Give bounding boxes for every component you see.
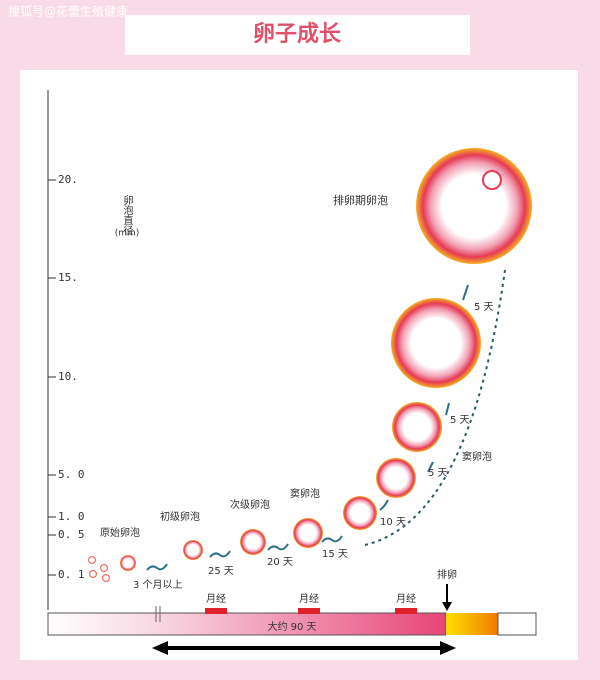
menstruation-label: 月经 xyxy=(299,592,319,605)
y-tick-label: 0. 1 xyxy=(58,568,85,581)
menstruation-mark xyxy=(395,608,417,614)
watermark: 搜狐号@花蕾生殖健康 xyxy=(8,4,128,19)
interval-label: 20 天 xyxy=(267,557,293,568)
menstruation-mark xyxy=(205,608,227,614)
interval-label: 3 个月以上 xyxy=(133,579,183,591)
interval-label: 5 天 xyxy=(474,302,494,313)
y-tick-label: 15. xyxy=(58,271,78,284)
y-tick-label: 20. xyxy=(58,173,78,186)
menstruation-label: 月经 xyxy=(206,592,226,605)
stage-label: 窦卵泡 xyxy=(290,487,320,500)
y-tick-label: 1. 0 xyxy=(58,510,85,523)
stage-label: 初级卵泡 xyxy=(160,510,200,523)
growth-arrows xyxy=(146,284,469,571)
growth-curve xyxy=(364,269,506,546)
stage-label: 原始卵泡 xyxy=(100,526,140,539)
menstruation-label: 月经 xyxy=(396,592,416,605)
stage-label: 排卵期卵泡 xyxy=(333,193,388,207)
timeline-end xyxy=(497,612,537,636)
ovulation-label: 排卵 xyxy=(437,568,457,581)
interval-label: 25 天 xyxy=(208,566,234,577)
timeline-bar xyxy=(47,612,447,636)
y-ticks: 20. 15. 10. 5. 0 1. 0 0. 5 0. 1 xyxy=(48,173,85,581)
title: 卵子成长 xyxy=(253,22,342,47)
duration-label: 大约 90 天 xyxy=(267,620,316,633)
title-box xyxy=(125,15,470,55)
ovulation-bar xyxy=(446,613,498,635)
y-tick-label: 10. xyxy=(58,370,78,383)
interval-label: 5 天 xyxy=(450,415,470,426)
interval-label: 5 天 xyxy=(428,468,448,479)
axis-unit: (mm) xyxy=(115,229,140,239)
interval-label: 10 天 xyxy=(380,517,406,528)
y-tick-label: 0. 5 xyxy=(58,528,85,541)
follicles xyxy=(88,148,532,582)
stage-label: 次级卵泡 xyxy=(230,498,270,511)
axis-label: 卵泡直径 xyxy=(121,195,133,235)
menstruation-mark xyxy=(298,608,320,614)
interval-label: 15 天 xyxy=(322,549,348,560)
stage-label: 窦卵泡 xyxy=(462,450,492,463)
y-tick-label: 5. 0 xyxy=(58,468,85,481)
